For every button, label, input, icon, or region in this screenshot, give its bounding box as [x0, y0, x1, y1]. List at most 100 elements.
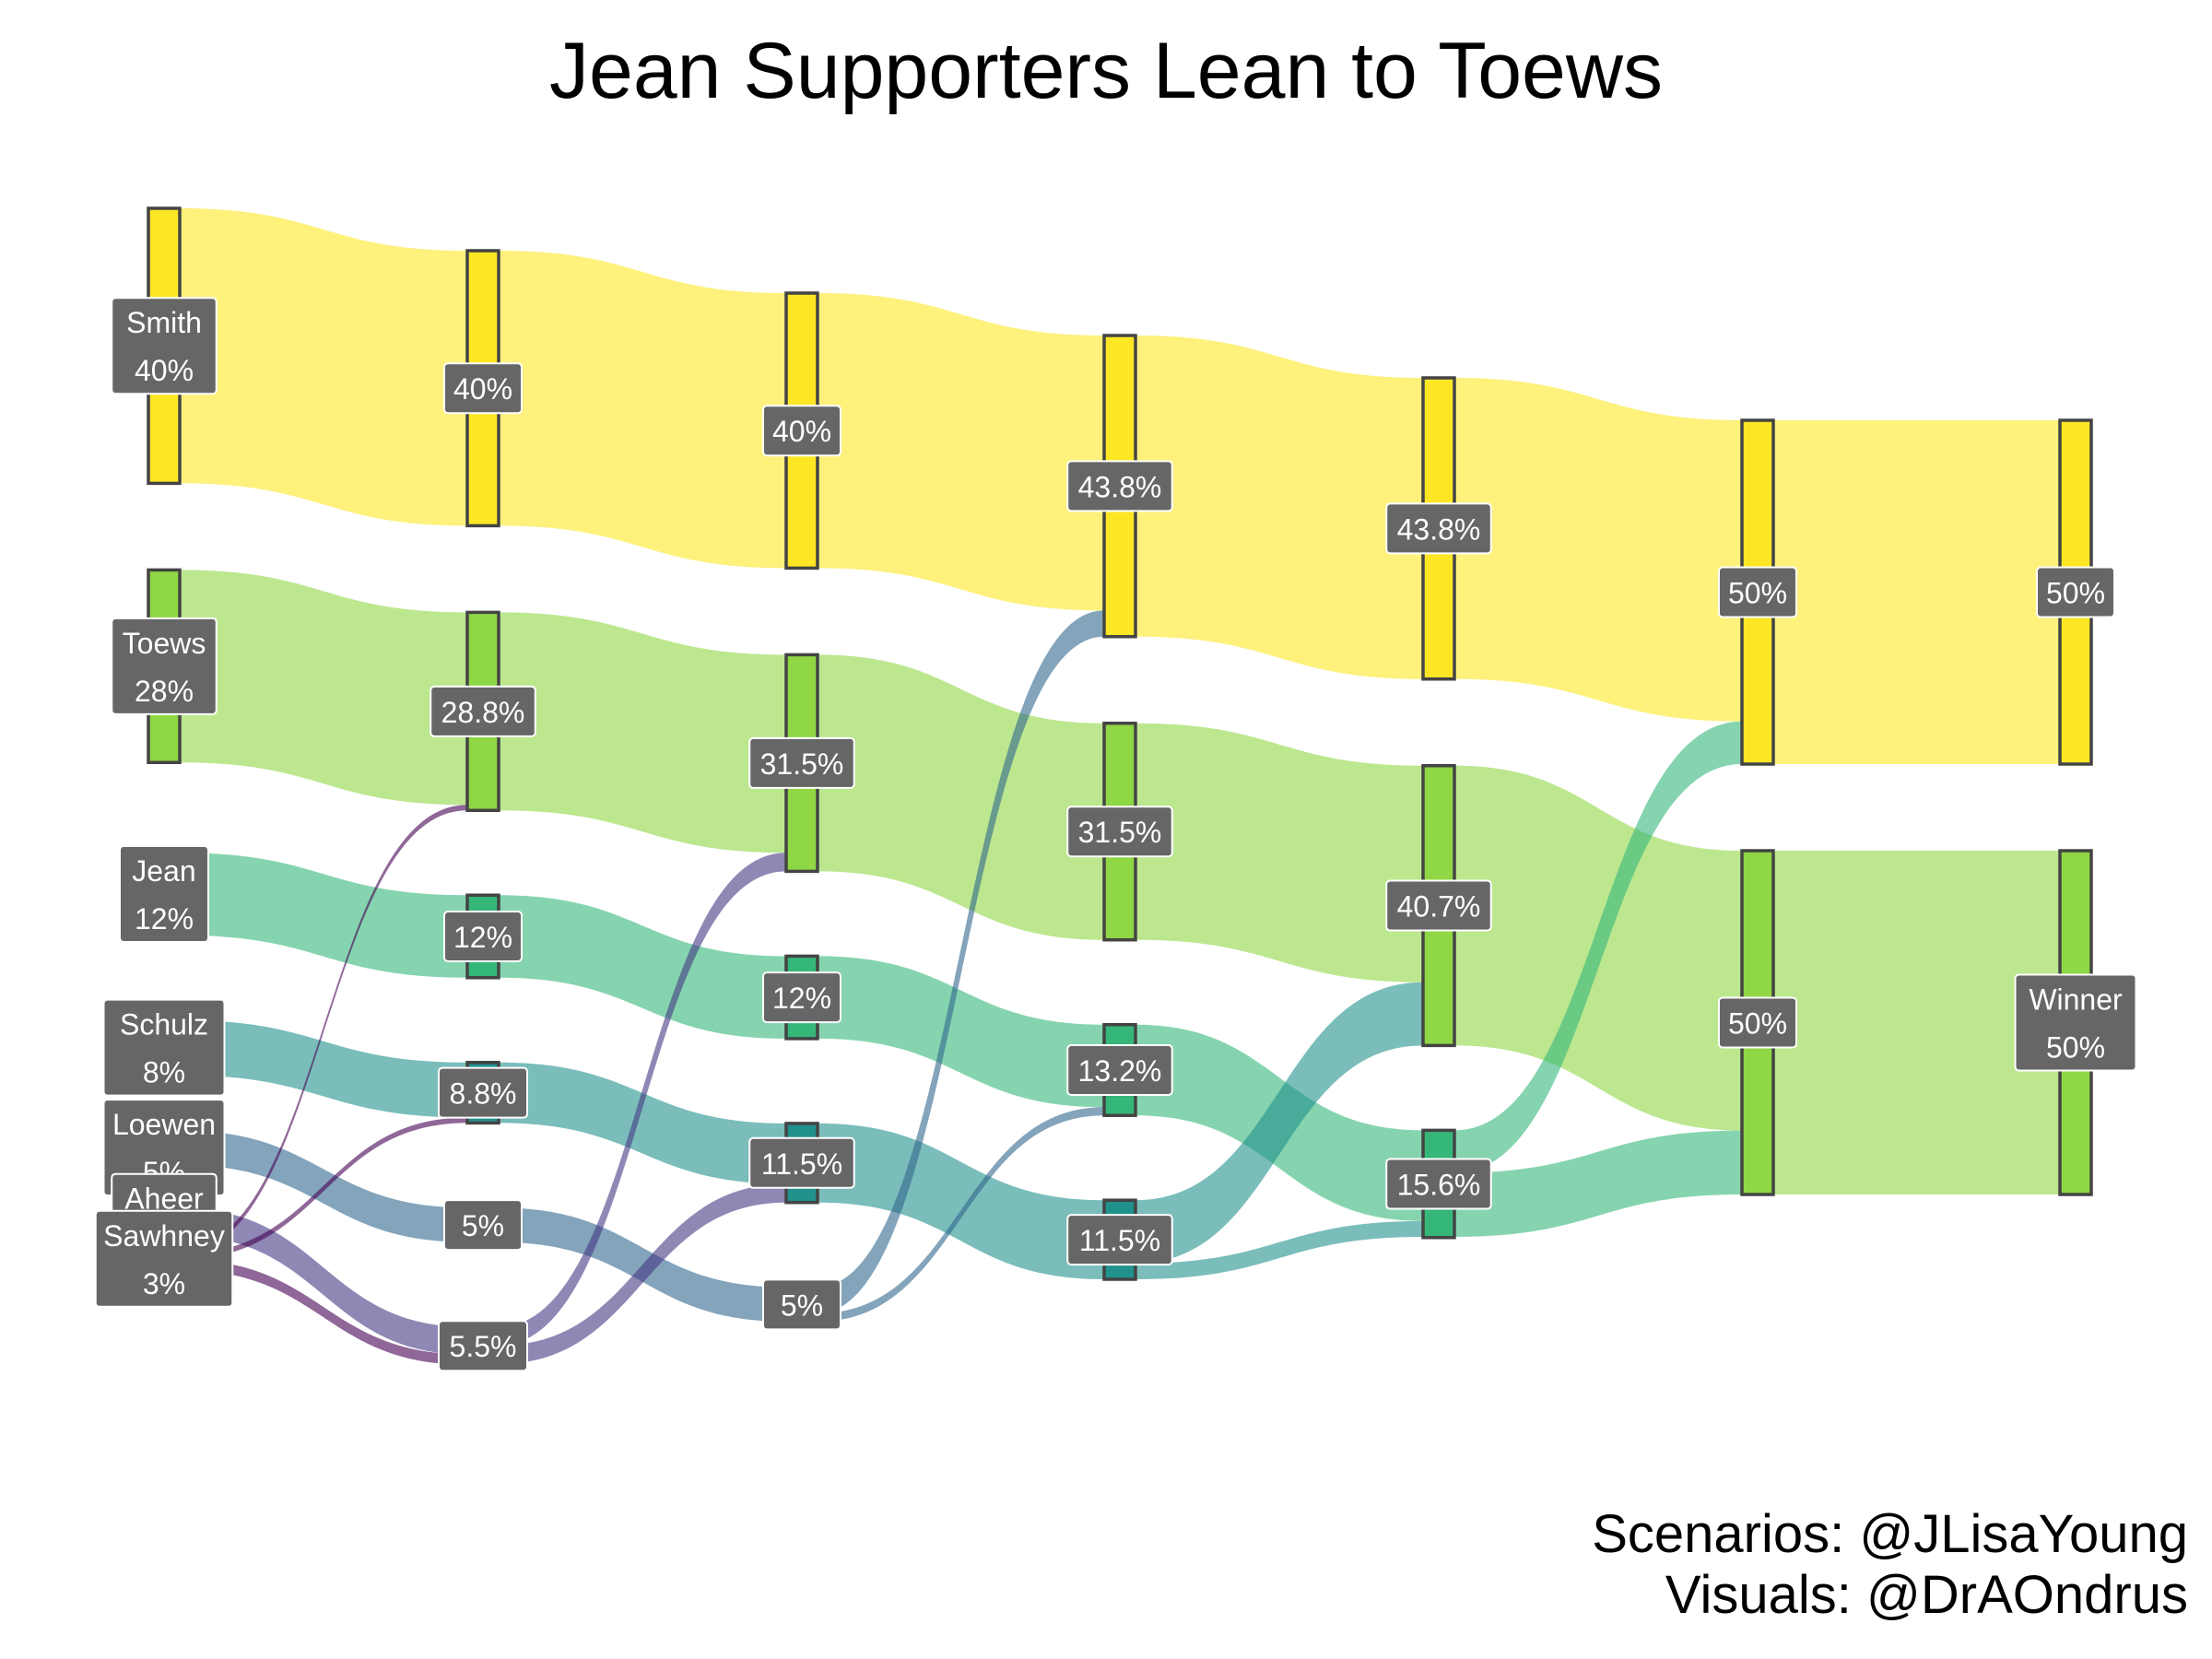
flow-s4_Toews-to-s5_Toews — [1135, 723, 1423, 982]
label-name-s1_Loewen: Loewen — [112, 1108, 216, 1141]
credits: Scenarios: @JLisaYoung Visuals: @DrAOndr… — [1592, 1504, 2188, 1626]
label-s3_Schulz: 11.5% — [748, 1136, 855, 1189]
label-value-s1_Sawhney: 3% — [143, 1267, 185, 1300]
label-s2_Jean: 12% — [443, 911, 523, 963]
label-box-s4_Schulz — [1066, 1214, 1173, 1266]
label-value-s1_Toews: 28% — [135, 675, 194, 708]
label-value-s4_Smith: 43.8% — [1078, 470, 1162, 503]
label-s1_Jean: Jean 12% — [119, 845, 209, 944]
labels-layer: Smith40%Toews28%Jean12%Schulz8%Loewen5%A… — [94, 297, 2137, 1372]
label-s4_Schulz: 11.5% — [1066, 1214, 1173, 1266]
flow-s1_Sawhney-to-s2_Toews — [180, 805, 467, 1254]
flow-s2_Aheer-to-s3_Schulz — [499, 1183, 786, 1364]
flow-s3_Loewen-to-s4_Jean — [818, 1107, 1104, 1322]
label-s3_Smith: 40% — [762, 405, 841, 457]
flow-s6_Smith-to-s7_Smith — [1773, 420, 2060, 764]
flow-s3_Smith-to-s4_Smith — [818, 293, 1104, 611]
label-value-s2_Jean: 12% — [453, 921, 512, 954]
label-box-s1_Schulz — [102, 998, 226, 1097]
label-s4_Jean: 13.2% — [1066, 1043, 1173, 1096]
label-s2_Smith: 40% — [443, 362, 523, 415]
label-name-s1_Schulz: Schulz — [120, 1008, 208, 1041]
label-box-s5_Jean — [1385, 1158, 1492, 1210]
label-s2_Loewen: 5% — [443, 1199, 523, 1252]
label-name-s7_Toews: Winner — [2029, 983, 2123, 1017]
label-s3_Jean: 12% — [762, 971, 841, 1024]
label-box-s1_Toews — [111, 617, 218, 715]
flow-s1_Sawhney-to-s2_Aheer — [180, 1259, 467, 1365]
label-box-s7_Toews — [2014, 973, 2137, 1072]
flow-s4_Schulz-to-s5_Toews — [1135, 982, 1423, 1264]
label-s2_Schulz: 8.8% — [438, 1066, 528, 1119]
label-value-s3_Toews: 31.5% — [760, 747, 844, 781]
flow-s5_Jean-to-s6_Smith — [1454, 721, 1742, 1173]
credit-scenarios: Scenarios: @JLisaYoung — [1592, 1504, 2188, 1564]
label-value-s7_Toews: 50% — [2046, 1031, 2105, 1065]
label-value-s3_Schulz: 11.5% — [761, 1147, 842, 1181]
label-value-s2_Aheer: 5.5% — [450, 1330, 517, 1363]
label-s3_Loewen: 5% — [762, 1278, 841, 1331]
flow-s6_Toews-to-s7_Toews — [1773, 851, 2060, 1194]
label-s7_Smith: 50% — [2036, 566, 2115, 618]
chart-title: Jean Supporters Lean to Toews — [549, 27, 1663, 115]
label-name-s1_Toews: Toews — [123, 627, 206, 660]
label-value-s2_Smith: 40% — [453, 372, 512, 406]
label-s1_Sawhney: Sawhney 3% — [94, 1209, 234, 1308]
label-box-s2_Schulz — [438, 1066, 528, 1119]
label-box-s4_Toews — [1066, 806, 1173, 858]
label-s3_Toews: 31.5% — [748, 736, 855, 789]
label-box-s6_Toews — [1718, 996, 1797, 1049]
label-s1_Smith: Smith 40% — [111, 297, 218, 395]
flow-s5_Smith-to-s6_Smith — [1454, 378, 1742, 722]
label-s6_Toews: 50% — [1718, 996, 1797, 1049]
label-box-s1_Jean — [119, 845, 209, 944]
label-value-s1_Schulz: 8% — [143, 1056, 185, 1089]
flow-s2_Toews-to-s3_Toews — [499, 612, 786, 853]
label-value-s5_Jean: 15.6% — [1397, 1169, 1481, 1202]
label-s4_Smith: 43.8% — [1066, 460, 1173, 512]
label-s7_Toews: Winner 50% — [2014, 973, 2137, 1072]
label-name-s1_Jean: Jean — [132, 854, 195, 888]
flow-s1_Smith-to-s2_Smith — [180, 208, 467, 526]
label-s2_Aheer: 5.5% — [438, 1320, 528, 1372]
flow-s4_Schulz-to-s5_Jean — [1135, 1220, 1423, 1279]
label-box-s2_Smith — [443, 362, 523, 415]
label-value-s6_Smith: 50% — [1728, 577, 1787, 610]
label-box-s4_Jean — [1066, 1043, 1173, 1096]
flow-s4_Smith-to-s5_Smith — [1135, 335, 1423, 679]
label-box-s4_Smith — [1066, 460, 1173, 512]
label-value-s2_Schulz: 8.8% — [450, 1077, 517, 1111]
flow-s1_Sawhney-to-s2_Schulz — [180, 1117, 467, 1260]
credit-visuals: Visuals: @DrAOndrus — [1665, 1565, 2188, 1625]
flow-s3_Toews-to-s4_Toews — [818, 654, 1104, 940]
flow-s1_Schulz-to-s2_Schulz — [180, 1019, 467, 1118]
flow-s3_Schulz-to-s4_Schulz — [818, 1123, 1104, 1279]
label-box-s3_Smith — [762, 405, 841, 457]
label-value-s4_Jean: 13.2% — [1078, 1054, 1162, 1088]
label-value-s2_Toews: 28.8% — [441, 696, 525, 729]
label-s5_Toews: 40.7% — [1385, 879, 1492, 932]
label-box-s1_Sawhney — [94, 1209, 234, 1308]
label-box-s5_Toews — [1385, 879, 1492, 932]
label-s5_Smith: 43.8% — [1385, 502, 1492, 555]
label-name-s1_Aheer: Aheer — [124, 1182, 204, 1216]
flow-s2_Jean-to-s3_Jean — [499, 895, 786, 1039]
label-name-s1_Smith: Smith — [126, 306, 202, 339]
label-box-s3_Jean — [762, 971, 841, 1024]
flow-s3_Loewen-to-s4_Smith — [818, 610, 1104, 1314]
flow-s1_Jean-to-s2_Jean — [180, 853, 467, 978]
label-value-s4_Schulz: 11.5% — [1079, 1224, 1160, 1257]
label-box-s5_Smith — [1385, 502, 1492, 555]
flow-s2_Aheer-to-s3_Toews — [499, 853, 786, 1346]
label-value-s4_Toews: 31.5% — [1078, 816, 1162, 849]
flow-s3_Jean-to-s4_Jean — [818, 956, 1104, 1108]
links-layer — [180, 208, 2060, 1365]
label-value-s3_Jean: 12% — [772, 982, 831, 1015]
label-value-s5_Smith: 43.8% — [1397, 512, 1481, 546]
label-s1_Schulz: Schulz 8% — [102, 998, 226, 1097]
label-value-s7_Smith: 50% — [2046, 577, 2105, 610]
label-box-s3_Toews — [748, 736, 855, 789]
label-box-s2_Loewen — [443, 1199, 523, 1252]
